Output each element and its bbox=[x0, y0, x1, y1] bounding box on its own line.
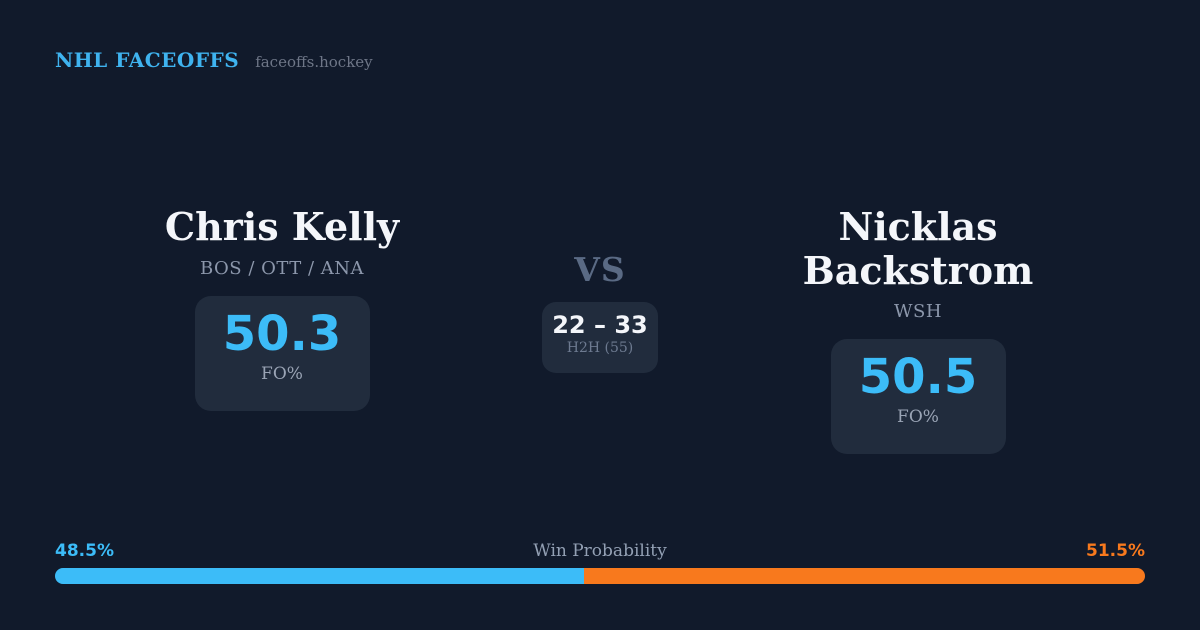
win-probability-labels: 48.5% Win Probability 51.5% bbox=[55, 541, 1145, 563]
h2h-label: H2H (55) bbox=[566, 340, 634, 357]
site-url-text: faceoffs.hockey bbox=[255, 53, 373, 71]
player-right-stat-card: 50.5 FO% bbox=[830, 339, 1006, 455]
brand-logo-text: NHL FACEOFFS bbox=[55, 48, 240, 72]
win-probability-left-pct: 48.5% bbox=[55, 541, 114, 561]
vs-label: VS bbox=[574, 250, 626, 289]
player-left-teams: BOS / OTT / ANA bbox=[199, 257, 364, 279]
win-probability-right-pct: 51.5% bbox=[1086, 541, 1145, 561]
player-left-fo-pct: 50.3 bbox=[222, 305, 342, 362]
h2h-card: 22 – 33 H2H (55) bbox=[542, 302, 658, 373]
player-left-stat-card: 50.3 FO% bbox=[194, 295, 370, 411]
win-probability-bar-left-fill bbox=[55, 568, 584, 584]
win-probability-bar bbox=[55, 568, 1145, 584]
win-probability-title: Win Probability bbox=[533, 541, 667, 561]
h2h-score: 22 – 33 bbox=[552, 311, 648, 339]
player-right-teams: WSH bbox=[893, 301, 943, 323]
vs-section: VS 22 – 33 H2H (55) bbox=[520, 250, 680, 373]
player-right-fo-pct: 50.5 bbox=[858, 349, 978, 406]
player-right-section: Nicklas Backstrom WSH 50.5 FO% bbox=[718, 204, 1118, 455]
header: NHL FACEOFFS faceoffs.hockey bbox=[55, 48, 373, 72]
player-right-name: Nicklas Backstrom bbox=[802, 204, 1034, 293]
player-left-section: Chris Kelly BOS / OTT / ANA 50.3 FO% bbox=[82, 205, 482, 411]
win-probability-bar-right-fill bbox=[583, 568, 1145, 584]
player-left-fo-label: FO% bbox=[261, 363, 303, 384]
player-right-fo-label: FO% bbox=[897, 407, 939, 428]
player-left-name: Chris Kelly bbox=[164, 204, 400, 249]
